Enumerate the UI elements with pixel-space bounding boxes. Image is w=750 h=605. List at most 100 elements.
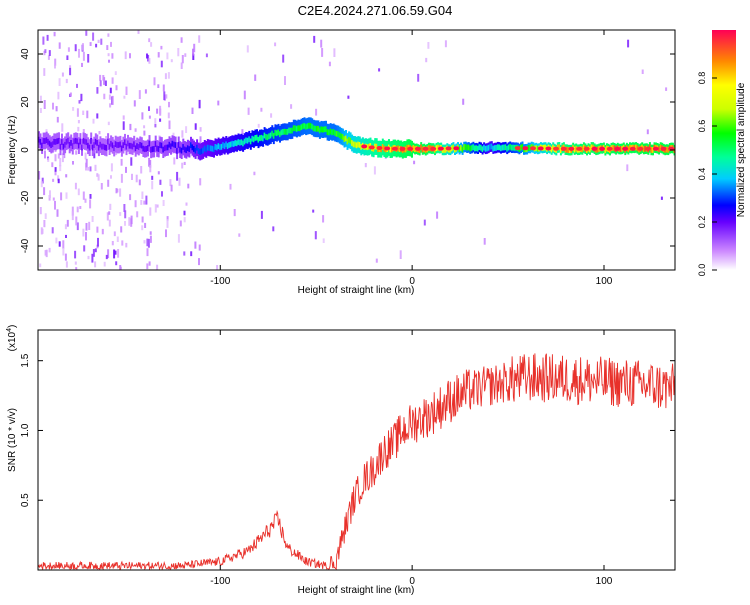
spectrogram-ridge-core <box>337 131 340 137</box>
spectrogram-ridge-core <box>355 142 358 149</box>
spectrogram-ridge-core <box>48 140 51 147</box>
spectrogram-ridge-core <box>460 145 463 151</box>
spectrogram-noise-cell <box>44 49 47 54</box>
spectrogram-noise-cell <box>69 65 72 69</box>
spectrogram-ridge-core <box>131 143 134 150</box>
spectrogram-ridge-core <box>496 144 499 151</box>
spectrogram-noise-cell <box>190 251 193 257</box>
spectrogram-noise-cell <box>65 174 68 178</box>
spectrogram-ridge-core <box>559 147 562 153</box>
spectrogram-noise-cell <box>109 203 112 210</box>
spectrogram-noise-cell <box>148 58 151 64</box>
spectrogram-ridge-core <box>122 142 125 148</box>
snr-axes: -100 0 100 0.5 1.0 1.5 <box>20 330 675 587</box>
spectrogram-noise-cell <box>254 74 257 81</box>
spectrogram-ridge-core <box>619 146 622 152</box>
spectrogram-noise-cell <box>102 75 105 81</box>
spectrogram-ridge-core <box>331 129 334 136</box>
spectrogram-ridge-core <box>107 138 110 145</box>
spectrogram-noise-cell <box>95 149 98 154</box>
spectrogram-ridge-core <box>222 142 225 148</box>
spectrogram-noise-cell <box>149 207 152 216</box>
spectrogram-peak <box>637 146 644 151</box>
spectrogram-ridge-core <box>54 139 57 145</box>
spectrogram-noise-cell <box>103 261 106 267</box>
spectrogram-noise-cell <box>69 67 72 76</box>
spectrogram-ridge-core <box>65 138 68 145</box>
spectrogram-noise-cell <box>56 116 59 123</box>
spectrogram-ridge-core <box>185 147 188 154</box>
spectrogram-noise-cell <box>233 209 236 217</box>
colorbar: 0.0 0.2 0.4 0.6 0.8 Normalized spectral ampl… <box>697 30 747 276</box>
spectrogram-ridge-core <box>225 141 228 148</box>
spectrogram-ridge-core <box>237 139 240 145</box>
spectrogram-noise-cell <box>96 113 99 119</box>
spectrogram-ridge-core <box>289 127 292 134</box>
spectrogram-ridge-core <box>156 145 159 152</box>
spectrogram-noise-cell <box>77 120 80 124</box>
spectrogram-noise-cell <box>131 173 133 180</box>
spectrogram-ridge-core <box>334 130 337 136</box>
spectrogram-ridge-core <box>150 146 153 153</box>
spectrogram-noise-cell <box>61 123 64 132</box>
spectrogram-ridge-core <box>314 125 317 132</box>
spectrogram-peak <box>399 146 406 151</box>
spectrogram-ridge-core <box>128 142 131 149</box>
spectrogram-noise-cell <box>134 200 137 208</box>
spectrogram-noise-cell <box>49 190 51 198</box>
spectrogram-ridge-core <box>166 144 169 151</box>
spectrogram-noise-cell <box>65 192 68 199</box>
spectrogram-ridge-core <box>473 145 476 152</box>
spectrogram-ridge-core <box>325 126 327 133</box>
spectrogram-noise-cell <box>198 99 201 109</box>
spectrogram-noise-cell <box>413 160 416 165</box>
spectrogram-ridge-core <box>58 137 60 144</box>
spectrogram-ridge-core <box>335 130 338 137</box>
spectrogram-noise-cell <box>104 80 107 86</box>
spectrogram-ridge-core <box>345 135 347 142</box>
spectrogram-ridge-core <box>635 144 638 151</box>
spectrogram-ridge-core <box>220 143 223 150</box>
spectrogram-noise-cell <box>54 64 56 69</box>
spectrogram-ridge-core <box>627 146 630 153</box>
spectrogram-noise-cell <box>39 263 42 268</box>
spectrogram-noise-cell <box>89 199 92 209</box>
spectrogram-noise-cell <box>98 131 101 135</box>
spectrogram-ridge-core <box>117 142 120 148</box>
spectrogram-peak <box>530 146 536 151</box>
spectrogram-ridge-core <box>346 138 349 145</box>
spectrogram-noise-cell <box>91 253 94 263</box>
spectrogram-noise-cell <box>47 157 50 162</box>
spectrogram-ridge-core <box>272 132 275 139</box>
spectrogram-noise-cell <box>66 219 69 227</box>
spectrogram-noise-cell <box>151 180 154 190</box>
spectrogram-ridge-core <box>38 136 40 143</box>
spectrogram-ridge-core <box>311 123 314 130</box>
spectrogram-ridge-core <box>498 144 501 151</box>
spectrogram-noise-cell <box>181 130 184 138</box>
spectrogram-noise-cell <box>181 162 184 169</box>
spectrogram-noise-cell <box>45 129 48 134</box>
spectrogram-noise-cell <box>74 250 77 259</box>
spectrogram-noise-cell <box>153 77 156 86</box>
spectrogram-noise-cell <box>54 154 57 162</box>
spectrogram-noise-cell <box>125 242 128 248</box>
colorbar-gradient <box>712 30 736 270</box>
spectrogram-peak <box>414 146 421 151</box>
spectrogram-ridge-core <box>182 144 185 150</box>
spectrogram-noise-cell <box>123 204 126 212</box>
spectrogram-noise-cell <box>143 125 146 129</box>
spectrogram-ridge-core <box>629 144 631 151</box>
spectrogram-ridge-core <box>196 144 199 151</box>
spectrogram-noise-cell <box>626 164 629 172</box>
spectrogram-ridge-core <box>322 126 324 133</box>
spectrogram-ridge-core <box>265 134 268 140</box>
spectrogram-ridge-core <box>125 143 128 150</box>
spectrogram-ridge-core <box>288 127 291 134</box>
spectrogram-noise-cell <box>58 241 61 247</box>
spectrogram-noise-cell <box>119 266 122 270</box>
spectrogram-ridge-core <box>268 133 271 140</box>
spectrogram-noise-cell <box>148 106 150 111</box>
spectrogram-ridge-core <box>165 144 168 151</box>
spectrogram-noise-cell <box>48 247 51 253</box>
